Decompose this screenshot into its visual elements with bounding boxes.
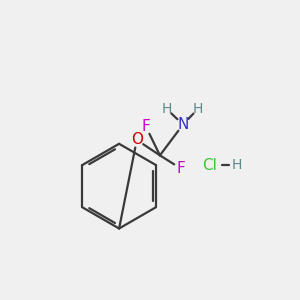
Text: F: F (176, 161, 185, 176)
Text: Cl: Cl (202, 158, 217, 173)
Text: N: N (177, 117, 189, 132)
Text: H: H (162, 102, 172, 116)
Text: H: H (193, 102, 203, 116)
Text: O: O (131, 132, 143, 147)
Text: F: F (142, 119, 150, 134)
Text: H: H (232, 158, 242, 172)
